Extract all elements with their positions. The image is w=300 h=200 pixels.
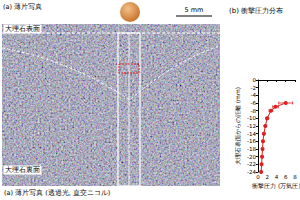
svg-text:-6: -6 bbox=[250, 100, 256, 106]
svg-text:-18: -18 bbox=[247, 146, 256, 152]
svg-text:大理石表面: 大理石表面 bbox=[5, 25, 40, 33]
svg-text:0: 0 bbox=[256, 174, 260, 180]
svg-text:-2: -2 bbox=[250, 85, 255, 91]
svg-text:5 mm: 5 mm bbox=[185, 6, 204, 14]
svg-text:8: 8 bbox=[293, 174, 297, 180]
svg-text:4: 4 bbox=[275, 174, 279, 180]
svg-text:(a) 薄片写真 (透過光, 直交ニコル): (a) 薄片写真 (透過光, 直交ニコル) bbox=[4, 189, 110, 197]
svg-text:-24: -24 bbox=[247, 169, 256, 175]
svg-text:大理石裏面: 大理石裏面 bbox=[5, 166, 40, 174]
svg-text:6: 6 bbox=[284, 174, 288, 180]
svg-text:大理石表面からの距離 (mm): 大理石表面からの距離 (mm) bbox=[234, 87, 241, 165]
svg-text:-8: -8 bbox=[250, 108, 256, 114]
svg-text:-10: -10 bbox=[247, 115, 256, 121]
svg-text:-4: -4 bbox=[250, 92, 256, 98]
svg-text:2: 2 bbox=[265, 174, 269, 180]
svg-text:(a) 薄片写真: (a) 薄片写真 bbox=[3, 3, 42, 11]
svg-text:-14: -14 bbox=[247, 131, 256, 137]
svg-text:衝撃圧力 (万気圧): 衝撃圧力 (万気圧) bbox=[252, 182, 300, 189]
svg-text:0: 0 bbox=[252, 77, 256, 83]
svg-text:-22: -22 bbox=[247, 161, 256, 167]
svg-text:-12: -12 bbox=[247, 123, 256, 129]
svg-text:(b) 衝撃圧力分布: (b) 衝撃圧力分布 bbox=[229, 7, 283, 15]
svg-text:-16: -16 bbox=[247, 138, 256, 144]
svg-text:-20: -20 bbox=[247, 154, 256, 160]
